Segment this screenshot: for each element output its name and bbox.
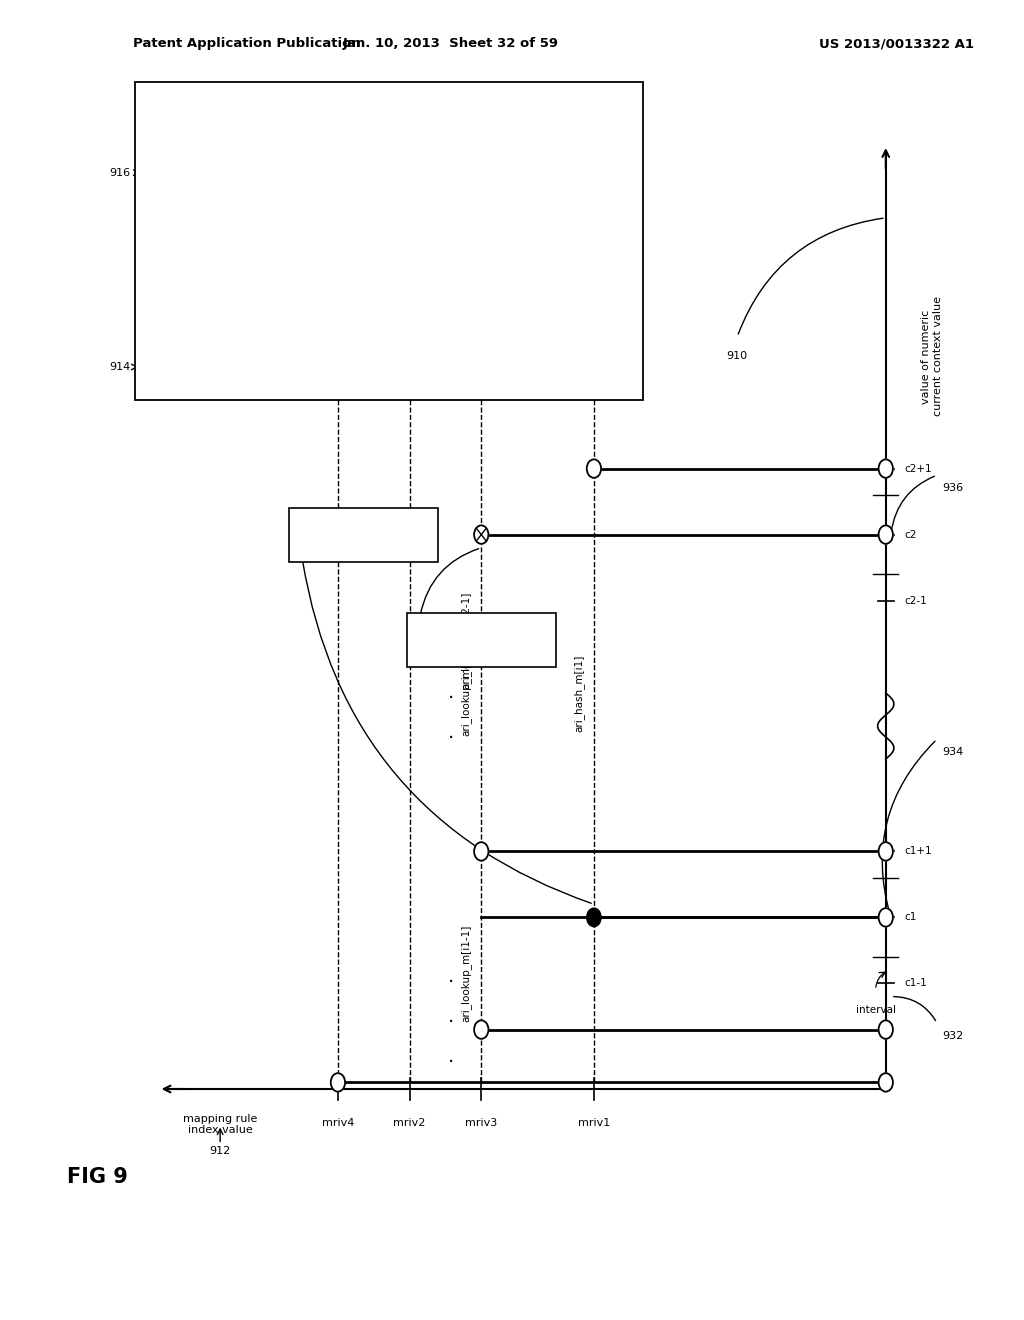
Text: .: .	[447, 1047, 454, 1065]
Text: c1+1: c1+1	[904, 846, 932, 857]
Text: legend:: legend:	[151, 102, 195, 115]
Circle shape	[474, 842, 488, 861]
Text: 916: 916	[109, 168, 130, 178]
Text: US 2013/0013322 A1: US 2013/0013322 A1	[819, 37, 974, 50]
Text: 934: 934	[942, 747, 964, 758]
Text: FIG 9: FIG 9	[67, 1167, 127, 1188]
Circle shape	[879, 842, 893, 861]
Text: 932: 932	[942, 1031, 964, 1041]
Text: 914: 914	[109, 362, 130, 372]
Text: ari_lookup_m[i2]: ari_lookup_m[i2]	[461, 300, 471, 387]
Text: c1: c1	[904, 912, 916, 923]
Text: ari_lookup_m[i1-1]: ari_lookup_m[i1-1]	[461, 925, 471, 1022]
Text: marking indicating
mapping rule index
value for non-
significant state: marking indicating mapping rule index va…	[186, 153, 274, 193]
Text: c2-1: c2-1	[904, 595, 927, 606]
Text: c1-1: c1-1	[904, 978, 927, 989]
Circle shape	[474, 1020, 488, 1039]
FancyBboxPatch shape	[289, 507, 438, 562]
FancyBboxPatch shape	[407, 612, 556, 668]
Text: interval: interval	[855, 1005, 896, 1015]
Text: mriv4: mriv4	[322, 1118, 354, 1129]
Circle shape	[587, 908, 601, 927]
Text: Jan. 10, 2013  Sheet 32 of 59: Jan. 10, 2013 Sheet 32 of 59	[343, 37, 558, 50]
Circle shape	[879, 1020, 893, 1039]
Text: ari_hash_m[i1]: ari_hash_m[i1]	[573, 655, 584, 731]
Text: c2+1: c2+1	[904, 463, 932, 474]
Text: .: .	[447, 723, 454, 742]
Text: 910: 910	[727, 351, 748, 362]
Text: ari_lookup_m[i2-1]: ari_lookup_m[i2-1]	[461, 591, 471, 689]
Text: c2: c2	[904, 529, 916, 540]
Text: .: .	[447, 644, 454, 663]
Circle shape	[474, 525, 488, 544]
Circle shape	[879, 1073, 893, 1092]
Circle shape	[332, 202, 344, 218]
Text: ari_hash_m[i2]: ari_hash_m[i2]	[573, 272, 584, 348]
Circle shape	[879, 908, 893, 927]
Text: Patent Application Publication: Patent Application Publication	[133, 37, 360, 50]
Circle shape	[879, 459, 893, 478]
Text: marking indicating
mapping rule index
value for individual
significant state: marking indicating mapping rule index va…	[350, 190, 438, 230]
Text: mapping rule
index value: mapping rule index value	[183, 1114, 257, 1135]
Text: marking indicating
mapping rule index
value for improper
significant state: marking indicating mapping rule index va…	[350, 298, 438, 338]
Text: .: .	[447, 968, 454, 986]
Text: mriv2: mriv2	[393, 1118, 426, 1129]
Text: .: .	[447, 684, 454, 702]
Text: ari_lookup_m[i1]: ari_lookup_m[i1]	[461, 649, 471, 737]
Circle shape	[331, 1073, 345, 1092]
Circle shape	[332, 310, 344, 326]
Circle shape	[168, 165, 180, 181]
Text: mriv1: mriv1	[578, 1118, 610, 1129]
Text: hash table entry(c1,mriv1): hash table entry(c1,mriv1)	[298, 529, 429, 540]
Text: 936: 936	[942, 483, 964, 494]
Text: mriv3: mriv3	[465, 1118, 498, 1129]
Text: 912: 912	[210, 1146, 230, 1156]
Text: .: .	[447, 1007, 454, 1026]
Circle shape	[879, 525, 893, 544]
FancyBboxPatch shape	[135, 82, 643, 400]
Text: hash table entry(c2,mriv2): hash table entry(c2,mriv2)	[416, 635, 547, 645]
Text: value of numeric
current context value: value of numeric current context value	[921, 297, 943, 416]
Circle shape	[587, 459, 601, 478]
